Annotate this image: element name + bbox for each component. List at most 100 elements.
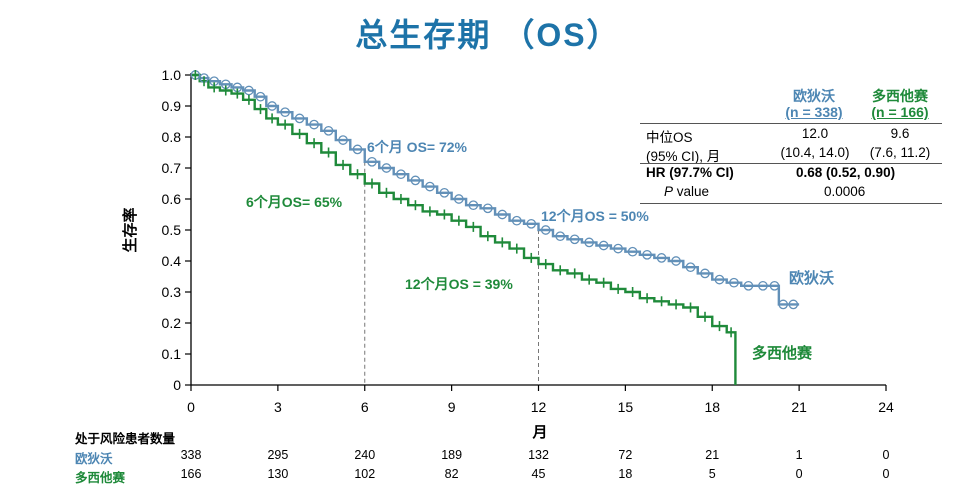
risk-value: 72 <box>618 448 633 462</box>
km-curve-blue <box>191 73 800 306</box>
risk-value: 166 <box>180 467 202 481</box>
censor-mark-blue <box>685 262 696 273</box>
censor-mark-blue <box>425 181 435 192</box>
censor-mark-blue <box>656 253 667 263</box>
censor-mark-blue <box>598 240 609 251</box>
x-tick-label: 21 <box>791 399 807 415</box>
censor-mark-blue <box>555 231 566 242</box>
x-tick-label: 15 <box>618 399 634 415</box>
table-row-hr: HR (97.7% CI) 0.68 (0.52, 0.90) <box>640 165 942 183</box>
censor-mark-blue <box>642 249 652 260</box>
y-tick-label: 0.7 <box>162 160 182 176</box>
y-tick-label: 0.6 <box>162 191 182 207</box>
table-header-green-n: (n = 166) <box>871 104 929 120</box>
censor-mark-blue <box>454 194 464 204</box>
risk-value: 0 <box>882 448 890 462</box>
censor-mark-blue <box>381 163 392 173</box>
annotation-blue-6m: 6个月 OS= 72% <box>367 139 468 155</box>
x-tick-label: 9 <box>448 399 456 415</box>
risk-value: 338 <box>180 448 202 462</box>
table-header-green: 多西他赛 (n = 166) <box>860 88 940 120</box>
row-label: P value <box>664 184 709 199</box>
censor-mark-blue <box>396 169 406 180</box>
curve-label-blue: 欧狄沃 <box>789 269 834 287</box>
table-rule-bottom <box>640 203 942 204</box>
risk-value: 189 <box>441 448 463 462</box>
p-italic: P <box>664 184 674 199</box>
censor-mark-blue <box>309 119 319 130</box>
x-tick-label: 18 <box>704 399 720 415</box>
risk-value: 1 <box>795 448 803 462</box>
row-label: (95% CI), 月 <box>646 149 721 164</box>
x-tick-label: 3 <box>274 399 282 415</box>
y-tick-label: 0.3 <box>162 284 182 300</box>
annotation-green-6m: 6个月OS= 65% <box>246 194 343 210</box>
risk-value: 295 <box>267 448 289 462</box>
annotation-green-12m: 12个月OS = 39% <box>405 276 513 292</box>
risk-value: 45 <box>531 467 546 481</box>
censor-mark-blue <box>613 243 623 254</box>
risk-value: 21 <box>705 448 720 462</box>
censor-mark-blue <box>700 268 710 279</box>
censor-mark-blue <box>714 274 725 285</box>
p-rest: value <box>673 184 710 199</box>
censor-mark-blue <box>627 246 638 257</box>
censor-mark-blue <box>338 135 348 145</box>
table-header-blue-n: (n = 338) <box>785 104 843 120</box>
censor-mark-blue <box>511 215 522 226</box>
y-tick-label: 0 <box>173 377 181 393</box>
risk-value: 240 <box>354 448 376 462</box>
censor-mark-blue <box>267 101 277 111</box>
censor-mark-blue <box>367 156 377 167</box>
table-row-p: P value 0.0006 <box>640 184 942 202</box>
table-rule-top <box>640 123 942 124</box>
censor-mark-blue <box>778 299 789 310</box>
y-tick-label: 0.5 <box>162 222 182 238</box>
y-tick-label: 0.9 <box>162 98 182 114</box>
censor-mark-blue <box>439 187 450 198</box>
risk-value: 0 <box>795 467 803 481</box>
risk-value: 130 <box>267 467 289 481</box>
annotation-blue-12m: 12个月OS = 50% <box>541 208 649 224</box>
risk-value: 82 <box>444 467 459 481</box>
censor-mark-blue <box>244 85 254 96</box>
risk-value: 18 <box>618 467 633 481</box>
row-value-blue: 12.0 <box>801 126 829 141</box>
row-value-green: 9.6 <box>890 126 910 141</box>
x-tick-label: 0 <box>187 399 195 415</box>
x-axis-title: 月 <box>531 424 547 441</box>
risk-row-label-green: 多西他赛 <box>75 471 126 485</box>
row-label: HR (97.7% CI) <box>646 165 734 180</box>
y-tick-label: 0.8 <box>162 129 182 145</box>
risk-value: 102 <box>354 467 376 481</box>
row-value-green: (7.6, 11.2) <box>869 145 931 160</box>
censor-mark-blue <box>410 175 421 186</box>
row-label: 中位OS <box>646 130 693 145</box>
risk-value: 5 <box>708 467 716 481</box>
table-header-blue: 欧狄沃 (n = 338) <box>768 88 860 120</box>
risk-table-title: 处于风险患者数量 <box>75 432 176 446</box>
censor-mark-blue <box>294 113 305 124</box>
censor-mark-blue <box>743 280 754 291</box>
row-value-hr: 0.68 (0.52, 0.90) <box>796 165 896 180</box>
row-value-p: 0.0006 <box>824 184 866 199</box>
x-tick-label: 6 <box>361 399 369 415</box>
table-header-green-name: 多西他赛 <box>872 88 928 104</box>
censor-mark-blue <box>497 209 508 220</box>
censor-mark-blue <box>569 234 580 245</box>
page-title: 总生存期 （OS） <box>355 17 621 53</box>
censor-mark-blue <box>758 280 768 291</box>
row-value-blue: (10.4, 14.0) <box>780 145 850 160</box>
x-tick-label: 24 <box>878 399 894 415</box>
censor-mark-blue <box>671 256 681 266</box>
x-tick-label: 12 <box>531 399 547 415</box>
y-tick-label: 0.2 <box>162 315 182 331</box>
censor-mark-blue <box>280 107 290 118</box>
risk-value: 132 <box>528 448 549 462</box>
risk-value: 0 <box>882 467 890 481</box>
y-axis-title: 生存率 <box>121 207 139 252</box>
table-header-blue-name: 欧狄沃 <box>793 88 835 104</box>
risk-row-label-blue: 欧狄沃 <box>75 452 113 466</box>
